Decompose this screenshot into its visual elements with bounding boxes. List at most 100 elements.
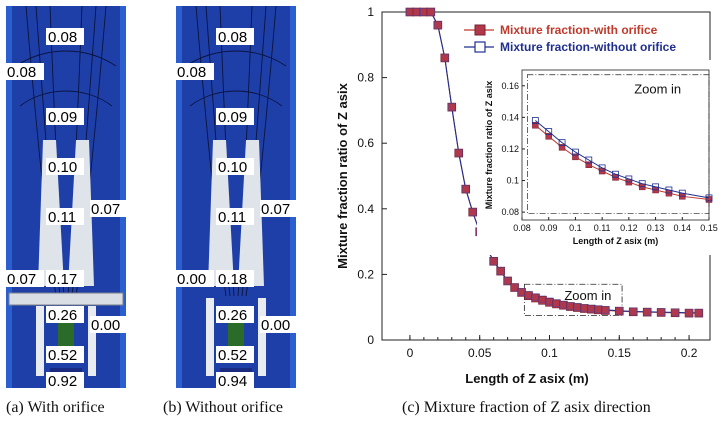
inset-zoom-box bbox=[526, 74, 710, 215]
inset-background bbox=[477, 60, 712, 255]
inset-point-without-orifice bbox=[705, 194, 713, 202]
contour-label: 0.10 bbox=[218, 159, 247, 176]
contour-label: 0.09 bbox=[48, 109, 77, 126]
contour-label: 0.08 bbox=[177, 64, 206, 81]
inset-zoom-label: Zoom in bbox=[634, 82, 681, 97]
mixture-fraction-chart: 0 0.05 0.1 0.15 0.2 0 0.2 0.4 0.6 0.8 1 Zoom in Zo… bbox=[335, 5, 718, 386]
data-point-without-orifice bbox=[441, 54, 449, 62]
y-tick-label: 0.4 bbox=[357, 202, 374, 216]
legend-marker-without-orifice bbox=[474, 41, 486, 53]
contour-label: 0.07 bbox=[91, 201, 120, 218]
legend-label-with-orifice: Mixture fraction-with orifice bbox=[500, 23, 658, 37]
contour-label: 0.26 bbox=[218, 307, 247, 324]
x-tick-label: 0.2 bbox=[681, 346, 698, 360]
data-point-with-orifice bbox=[468, 207, 478, 217]
data-point-without-orifice bbox=[629, 307, 638, 316]
x-tick-label: 0.05 bbox=[468, 346, 492, 360]
data-point-with-orifice bbox=[656, 308, 666, 317]
y-tick-label: 0 bbox=[367, 333, 374, 347]
inset-x-tick-label: 0.11 bbox=[594, 223, 611, 233]
contour-label: 0.52 bbox=[218, 347, 247, 364]
contour-label: 0.26 bbox=[48, 307, 77, 324]
data-point-with-orifice bbox=[670, 308, 680, 318]
data-point-without-orifice bbox=[685, 308, 693, 317]
x-tick-label: 0.1 bbox=[541, 346, 558, 360]
caption-panel-c: (c) Mixture fraction of Z asix direction bbox=[402, 399, 651, 416]
inset-point-with-orifice bbox=[572, 153, 579, 161]
caption-panel-b: (b) Without orifice bbox=[163, 399, 283, 416]
contour-label: 0.09 bbox=[218, 109, 247, 126]
data-point-with-orifice bbox=[614, 306, 624, 316]
y-tick-label: 0.8 bbox=[357, 71, 374, 85]
contour-label: 0.94 bbox=[218, 373, 247, 388]
data-point-with-orifice bbox=[461, 184, 471, 194]
data-point-without-orifice bbox=[657, 308, 665, 316]
inset-x-tick-label: 0.08 bbox=[513, 223, 531, 233]
inset-point-without-orifice bbox=[612, 170, 619, 178]
contour-label: 0.52 bbox=[48, 347, 77, 364]
data-point-without-orifice bbox=[615, 307, 624, 315]
data-point-with-orifice bbox=[510, 283, 519, 292]
inset-y-tick-label: 0.08 bbox=[501, 207, 519, 217]
data-point-with-orifice bbox=[433, 20, 443, 30]
legend-label-without-orifice: Mixture fraction-without orifice bbox=[500, 40, 676, 54]
inset-y-tick-label: 0.14 bbox=[501, 112, 519, 122]
inset-point-with-orifice bbox=[532, 122, 539, 129]
inset-point-without-orifice bbox=[625, 175, 633, 183]
x-tick-label: 0.15 bbox=[608, 346, 632, 360]
inset-x-tick-label: 0.1 bbox=[569, 223, 582, 233]
data-point-without-orifice bbox=[489, 257, 498, 266]
inset-y-tick-label: 0.12 bbox=[501, 144, 519, 154]
data-point-with-orifice bbox=[503, 276, 512, 286]
inset-x-tick-label: 0.14 bbox=[674, 223, 692, 233]
data-point-without-orifice bbox=[671, 308, 679, 317]
inset-point-without-orifice bbox=[545, 128, 553, 135]
data-point-without-orifice bbox=[427, 8, 435, 16]
contour-label: 0.10 bbox=[48, 159, 77, 176]
inset-x-tick-label: 0.12 bbox=[620, 223, 638, 233]
contour-label: 0.07 bbox=[261, 201, 290, 218]
contour-label: 0.92 bbox=[48, 373, 77, 388]
inset-point-without-orifice bbox=[652, 183, 659, 191]
x-axis-title: Length of Z asix (m) bbox=[465, 371, 589, 386]
data-point-with-orifice bbox=[642, 307, 652, 317]
caption-panel-a: (a) With orifice bbox=[6, 399, 105, 416]
contour-label: 0.11 bbox=[48, 209, 76, 226]
inset-point-without-orifice bbox=[572, 148, 579, 156]
data-point-with-orifice bbox=[628, 307, 638, 317]
data-point-without-orifice bbox=[454, 149, 463, 157]
y-axis-title: Mixture fraction ratio of Z asix bbox=[335, 82, 350, 268]
contour-label: 0.17 bbox=[48, 271, 77, 288]
contour-label: 0.00 bbox=[91, 317, 120, 334]
data-point-with-orifice bbox=[454, 148, 464, 158]
inset-x-tick-label: 0.13 bbox=[647, 223, 665, 233]
contour-label: 0.11 bbox=[218, 209, 246, 226]
contour-panel-with-orifice: 0.08 0.08 0.09 0.10 0.11 0.07 0.07 0.17 … bbox=[6, 6, 126, 388]
inset-frame bbox=[521, 69, 710, 221]
inset-point-with-orifice bbox=[545, 133, 552, 140]
data-point-without-orifice bbox=[447, 103, 456, 111]
contour-label: 0.08 bbox=[218, 29, 247, 46]
inset-x-tick-label: 0.09 bbox=[540, 223, 558, 233]
inset-series-line bbox=[535, 120, 710, 199]
inset-point-without-orifice bbox=[665, 186, 673, 194]
data-point-with-orifice bbox=[489, 256, 498, 266]
y-tick-label: 1 bbox=[367, 5, 374, 19]
inset-point-with-orifice bbox=[585, 161, 593, 168]
data-point-with-orifice bbox=[496, 266, 505, 276]
inset-point-without-orifice bbox=[598, 164, 606, 172]
contour-label: 0.18 bbox=[218, 271, 247, 288]
data-point-without-orifice bbox=[695, 308, 703, 317]
data-point-without-orifice bbox=[503, 277, 512, 285]
data-point-without-orifice bbox=[461, 185, 470, 193]
y-tick-label: 0.6 bbox=[357, 136, 374, 150]
zoom-in-label: Zoom in bbox=[564, 288, 611, 303]
inset-point-without-orifice bbox=[531, 117, 539, 124]
data-point-with-orifice bbox=[694, 308, 704, 318]
inset-point-without-orifice bbox=[558, 139, 566, 147]
data-point-with-orifice bbox=[684, 308, 694, 318]
data-point-with-orifice bbox=[426, 7, 436, 17]
x-tick-label: 0 bbox=[407, 346, 414, 360]
contour-label: 0.00 bbox=[261, 317, 290, 334]
inset-point-without-orifice bbox=[678, 189, 686, 197]
